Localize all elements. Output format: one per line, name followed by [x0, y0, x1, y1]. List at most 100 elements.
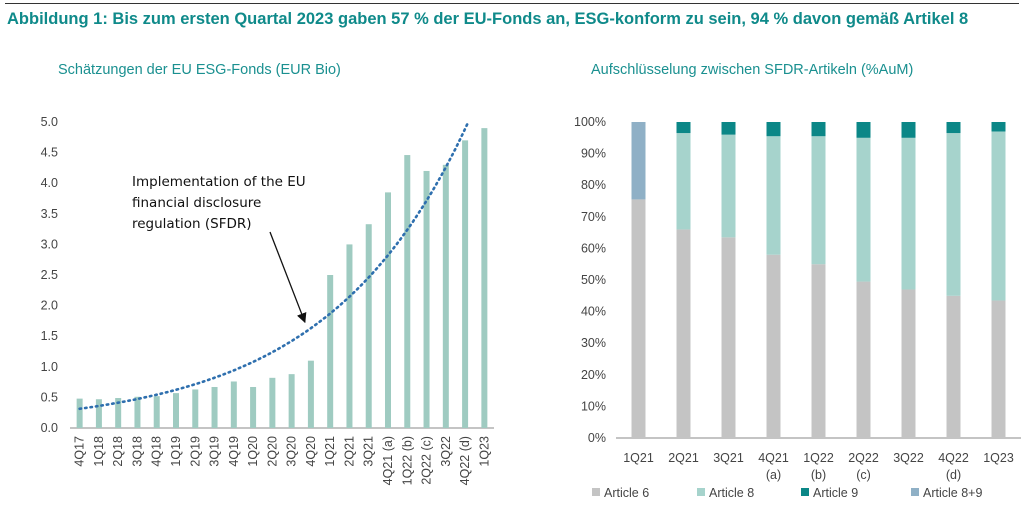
- sfdr-annotation-line: financial disclosure: [132, 195, 261, 211]
- left-x-tick-label: 2Q21: [342, 436, 356, 467]
- left-bar-chart: 0.0 0.5 1.0 1.5 2.0 2.5 3.0 3.5 4.0 4.5 5.0 4Q17 1Q1…: [41, 115, 494, 485]
- stacked-segment: [991, 300, 1006, 438]
- right-stacked-chart: 0% 10% 20% 30% 40% 50% 60% 70% 80% 90% 100% 1Q21 2Q2…: [574, 115, 1021, 500]
- left-trend-line: [78, 121, 470, 411]
- stacked-segment: [631, 199, 646, 438]
- right-y-tick-label: 60%: [581, 241, 606, 255]
- left-x-tick-label: 2Q20: [265, 436, 279, 467]
- right-y-tick-label: 70%: [581, 210, 606, 224]
- left-bar: [76, 398, 83, 428]
- left-y-tick-label: 5.0: [41, 115, 58, 129]
- left-x-tick-label: 3Q19: [208, 436, 222, 467]
- right-y-tick-label: 40%: [581, 305, 606, 319]
- left-x-tick-label: 4Q18: [150, 436, 164, 467]
- left-bar: [250, 386, 257, 428]
- right-x-tick-sublabel: (a): [766, 468, 781, 482]
- left-x-tick-label: 1Q22 (b): [400, 436, 414, 485]
- legend-label: Article 6: [604, 486, 649, 500]
- right-x-tick-label: 4Q21: [758, 451, 789, 465]
- stacked-segment: [991, 131, 1006, 301]
- stacked-segment: [901, 137, 916, 290]
- left-y-tick-label: 1.5: [41, 329, 58, 343]
- stacked-segment: [991, 122, 1006, 132]
- stacked-segment: [946, 122, 961, 134]
- legend-label: Article 8: [709, 486, 754, 500]
- right-chart-title: Aufschlüsselung zwischen SFDR-Artikeln (…: [591, 62, 914, 78]
- left-y-tick-label: 3.0: [41, 237, 58, 251]
- left-y-tick-label: 4.0: [41, 176, 58, 190]
- left-bar: [462, 140, 469, 429]
- legend-label: Article 9: [813, 486, 858, 500]
- right-x-tick-sublabel: (c): [856, 468, 871, 482]
- left-x-tick-label: 4Q17: [73, 436, 87, 467]
- right-y-tick-label: 50%: [581, 273, 606, 287]
- left-bar: [95, 399, 102, 428]
- stacked-segment: [721, 122, 736, 135]
- left-bar: [288, 374, 295, 428]
- right-x-tick-label: 2Q21: [668, 451, 699, 465]
- right-y-tick-label: 30%: [581, 336, 606, 350]
- sfdr-annotation-arrow: [269, 231, 307, 324]
- left-x-tick-label: 3Q18: [130, 436, 144, 467]
- left-x-tick-label: 2Q19: [188, 436, 202, 467]
- stacked-segment: [856, 122, 871, 138]
- right-y-tick-label: 0%: [588, 431, 606, 445]
- stacked-segment: [901, 289, 916, 438]
- stacked-segment: [766, 122, 781, 137]
- right-y-tick-label: 10%: [581, 399, 606, 413]
- left-x-tick-label: 1Q21: [323, 436, 337, 467]
- legend-swatch: [801, 488, 809, 496]
- left-x-tick-label: 1Q23: [477, 436, 491, 467]
- stacked-segment: [811, 136, 826, 265]
- stacked-segment: [721, 237, 736, 438]
- legend-swatch: [697, 488, 705, 496]
- right-x-tick-sublabel: (d): [946, 468, 961, 482]
- right-x-tick-label: 2Q22: [848, 451, 879, 465]
- left-bar: [385, 192, 391, 428]
- left-bar: [192, 389, 199, 428]
- stacked-segment: [856, 137, 871, 282]
- sfdr-annotation-line: regulation (SFDR): [132, 216, 252, 232]
- left-bar: [211, 386, 218, 428]
- left-x-tick-label: 1Q20: [246, 436, 260, 467]
- left-x-tick-label: 3Q22: [439, 436, 453, 467]
- left-bar: [365, 224, 372, 428]
- right-y-tick-label: 20%: [581, 368, 606, 382]
- left-bar: [269, 377, 276, 428]
- left-bar: [423, 170, 430, 428]
- left-x-tick-label: 4Q21 (a): [381, 436, 395, 485]
- left-y-tick-label: 1.0: [41, 360, 58, 374]
- stacked-segment: [721, 134, 736, 238]
- left-bar: [153, 396, 160, 428]
- legend-label: Article 8+9: [923, 486, 982, 500]
- left-bar: [442, 164, 449, 428]
- left-x-tick-label: 2Q18: [111, 436, 125, 467]
- left-bar: [230, 381, 237, 428]
- left-bar: [173, 393, 179, 428]
- left-y-tick-label: 2.0: [41, 299, 58, 313]
- stacked-segment: [766, 136, 781, 255]
- left-bar: [115, 398, 122, 428]
- right-x-tick-label: 1Q23: [983, 451, 1014, 465]
- stacked-segment: [676, 133, 691, 230]
- stacked-segment: [676, 229, 691, 438]
- left-x-tick-label: 4Q20: [304, 436, 318, 467]
- left-chart-title: Schätzungen der EU ESG-Fonds (EUR Bio): [58, 62, 341, 78]
- right-y-tick-label: 90%: [581, 147, 606, 161]
- stacked-segment: [856, 281, 871, 438]
- sfdr-annotation-line: Implementation of the EU: [132, 174, 306, 190]
- stacked-segment: [766, 254, 781, 438]
- right-x-tick-label: 4Q22: [938, 451, 969, 465]
- stacked-segment: [901, 122, 916, 138]
- left-x-tick-label: 3Q20: [285, 436, 299, 467]
- stacked-segment: [811, 264, 826, 438]
- left-y-tick-label: 3.5: [41, 207, 58, 221]
- left-y-tick-label: 0.5: [41, 390, 58, 404]
- right-x-tick-label: 1Q22: [803, 451, 834, 465]
- left-bar: [346, 244, 353, 428]
- left-y-tick-label: 0.0: [41, 421, 58, 435]
- stacked-segment: [676, 122, 691, 134]
- left-x-tick-label: 3Q21: [362, 436, 376, 467]
- top-rule: [5, 3, 1019, 4]
- stacked-segment: [946, 295, 961, 438]
